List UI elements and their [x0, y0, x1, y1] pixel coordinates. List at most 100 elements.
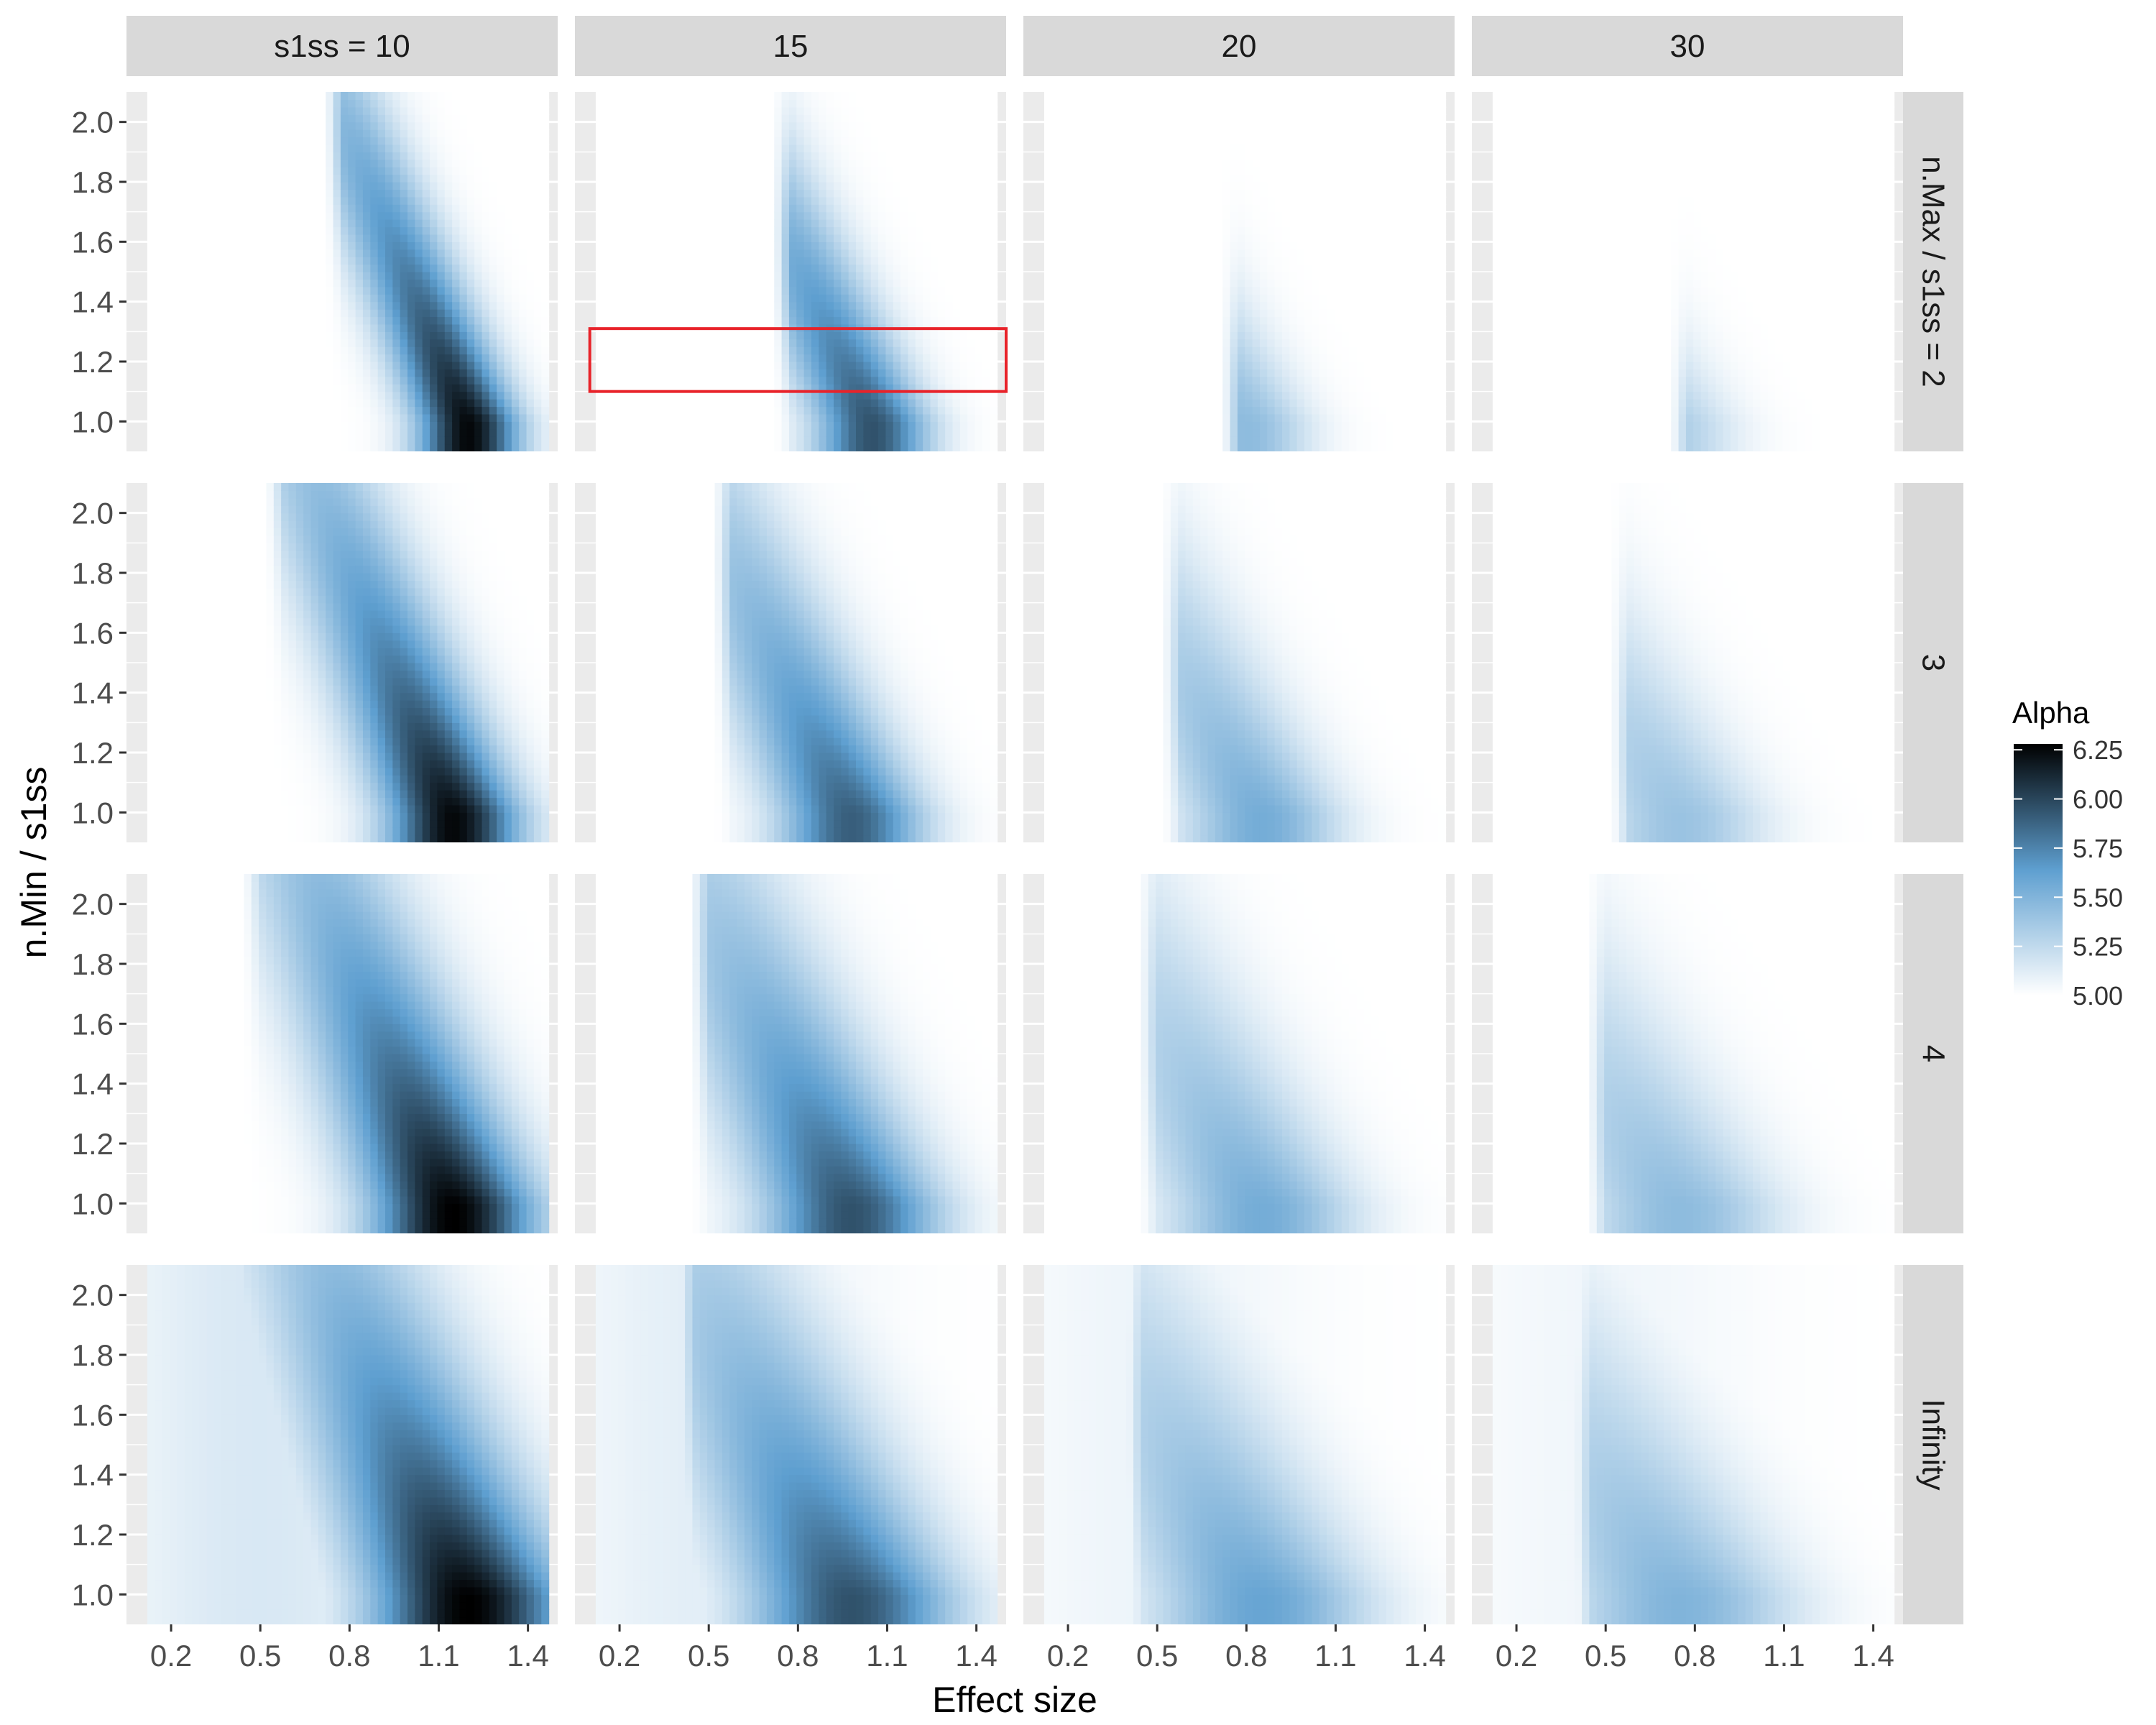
- x-tick-label: 1.1: [1763, 1639, 1805, 1673]
- y-tick-label: 2.0: [72, 106, 114, 139]
- row-strip-label: Infinity: [1916, 1399, 1951, 1490]
- x-tick-label: 1.4: [955, 1639, 997, 1673]
- x-tick-label: 0.8: [777, 1639, 819, 1673]
- facet-strips: s1ss = 10 15 20 30 n.Max / s1ss = 2 3 4 Infinit…: [126, 16, 1963, 1624]
- panel-r3-c2: [575, 874, 1006, 1233]
- x-tick-label: 1.1: [1314, 1639, 1356, 1673]
- heatmap-raster: [1492, 483, 1895, 842]
- panel-r1-c2: [575, 92, 1008, 451]
- heatmap-raster: [1044, 1265, 1447, 1624]
- panel-r2-c4: [1472, 483, 1903, 842]
- row-strip-2: 3: [1903, 483, 1963, 842]
- y-tick-label: 2.0: [72, 888, 114, 921]
- column-strip-4: 30: [1472, 16, 1903, 76]
- y-tick-label: 1.4: [72, 676, 114, 710]
- legend-title: Alpha: [2012, 696, 2090, 730]
- panel-r4-c3: [1023, 1265, 1455, 1624]
- y-tick-label: 1.2: [72, 345, 114, 379]
- panel-r1-c3: [1023, 92, 1455, 451]
- x-tick-label: 1.4: [1852, 1639, 1894, 1673]
- legend-tick-label: 5.00: [2073, 981, 2123, 1011]
- heatmap-raster: [147, 874, 550, 1233]
- y-tick-label: 1.2: [72, 1127, 114, 1161]
- row-strip-3: 4: [1903, 874, 1963, 1233]
- x-tick-label: 0.8: [1225, 1639, 1267, 1673]
- column-strip-label: 30: [1670, 29, 1705, 64]
- row-strip-label: n.Max / s1ss = 2: [1916, 156, 1951, 387]
- column-strip-label: 15: [773, 29, 808, 64]
- legend-tick-label: 6.00: [2073, 785, 2123, 814]
- heatmap-raster: [1492, 1265, 1895, 1624]
- x-tick-label: 0.2: [1496, 1639, 1537, 1673]
- y-tick-label: 1.4: [72, 1458, 114, 1492]
- column-strip-label: 20: [1222, 29, 1257, 64]
- y-tick-label: 1.0: [72, 1578, 114, 1611]
- column-strip-label: s1ss = 10: [274, 29, 410, 64]
- panel-r2-c3: [1023, 483, 1455, 842]
- heatmap-raster: [147, 483, 550, 842]
- legend-tick-label: 5.25: [2073, 932, 2123, 962]
- legend-colorbar: [2014, 744, 2063, 995]
- y-tick-label: 1.4: [72, 1067, 114, 1101]
- x-tick-label: 0.2: [1047, 1639, 1089, 1673]
- heatmap-raster: [1492, 92, 1895, 451]
- y-tick-label: 1.6: [72, 1398, 114, 1432]
- y-tick-label: 2.0: [72, 497, 114, 530]
- heatmap-raster: [595, 1265, 998, 1624]
- heatmap-raster: [1492, 874, 1895, 1233]
- highlight-box: [588, 327, 1008, 393]
- heatmap-raster: [147, 1265, 550, 1624]
- x-tick-label: 0.8: [328, 1639, 370, 1673]
- y-tick-label: 1.6: [72, 616, 114, 650]
- panel-r3-c3: [1023, 874, 1455, 1233]
- x-tick-label: 0.2: [150, 1639, 192, 1673]
- y-tick-label: 1.4: [72, 285, 114, 319]
- heatmap-raster: [595, 92, 998, 451]
- row-strip-4: Infinity: [1903, 1265, 1963, 1624]
- column-strip-1: s1ss = 10: [126, 16, 558, 76]
- heatmap-raster: [1044, 874, 1447, 1233]
- y-tick-label: 1.8: [72, 1338, 114, 1372]
- panel-r2-c1: [126, 483, 558, 842]
- y-tick-label: 1.6: [72, 1007, 114, 1041]
- row-strip-label: 3: [1916, 654, 1951, 671]
- panel-r4-c1: [126, 1265, 558, 1624]
- column-strip-2: 15: [575, 16, 1006, 76]
- panel-r3-c1: [126, 874, 558, 1233]
- panel-r2-c2: [575, 483, 1006, 842]
- heatmap-raster: [147, 92, 550, 451]
- x-tick-label: 0.5: [1136, 1639, 1178, 1673]
- heatmap-raster: [595, 483, 998, 842]
- panel-r4-c4: [1472, 1265, 1903, 1624]
- y-tick-label: 1.6: [72, 225, 114, 259]
- x-tick-label: 0.8: [1674, 1639, 1715, 1673]
- panel-r3-c4: [1472, 874, 1903, 1233]
- y-tick-label: 1.2: [72, 1518, 114, 1552]
- y-tick-label: 1.8: [72, 947, 114, 981]
- x-tick-label: 0.5: [239, 1639, 281, 1673]
- x-tick-label: 1.1: [418, 1639, 459, 1673]
- axes-layer: 1.0 1.2 1.4 1.6 1.8 2.0 1.0 1.2 1.4 1.6 1.8 2.0 1.0 1…: [72, 106, 1894, 1673]
- x-tick-label: 0.2: [599, 1639, 640, 1673]
- panels-layer: [126, 92, 1903, 1624]
- y-tick-label: 1.2: [72, 736, 114, 770]
- x-tick-label: 1.4: [1404, 1639, 1445, 1673]
- panel-r1-c4: [1472, 92, 1903, 451]
- x-tick-label: 1.4: [507, 1639, 548, 1673]
- x-axis-title: Effect size: [932, 1680, 1097, 1720]
- y-tick-label: 1.0: [72, 405, 114, 438]
- y-tick-label: 1.8: [72, 556, 114, 590]
- y-axis-title: n.Min / s1ss: [14, 767, 54, 959]
- y-tick-label: 1.8: [72, 165, 114, 199]
- panel-r1-c1: [126, 92, 558, 451]
- heatmap-raster: [1044, 483, 1447, 842]
- x-tick-label: 0.5: [688, 1639, 729, 1673]
- column-strip-3: 20: [1023, 16, 1455, 76]
- legend-tick-label: 6.25: [2073, 735, 2123, 765]
- y-tick-label: 1.0: [72, 796, 114, 829]
- y-tick-label: 1.0: [72, 1187, 114, 1220]
- color-legend: Alpha 5.00 5.25 5.50 5.75 6.00 6.25: [2012, 696, 2123, 1011]
- heatmap-raster: [1044, 92, 1447, 451]
- row-strip-1: n.Max / s1ss = 2: [1903, 92, 1963, 451]
